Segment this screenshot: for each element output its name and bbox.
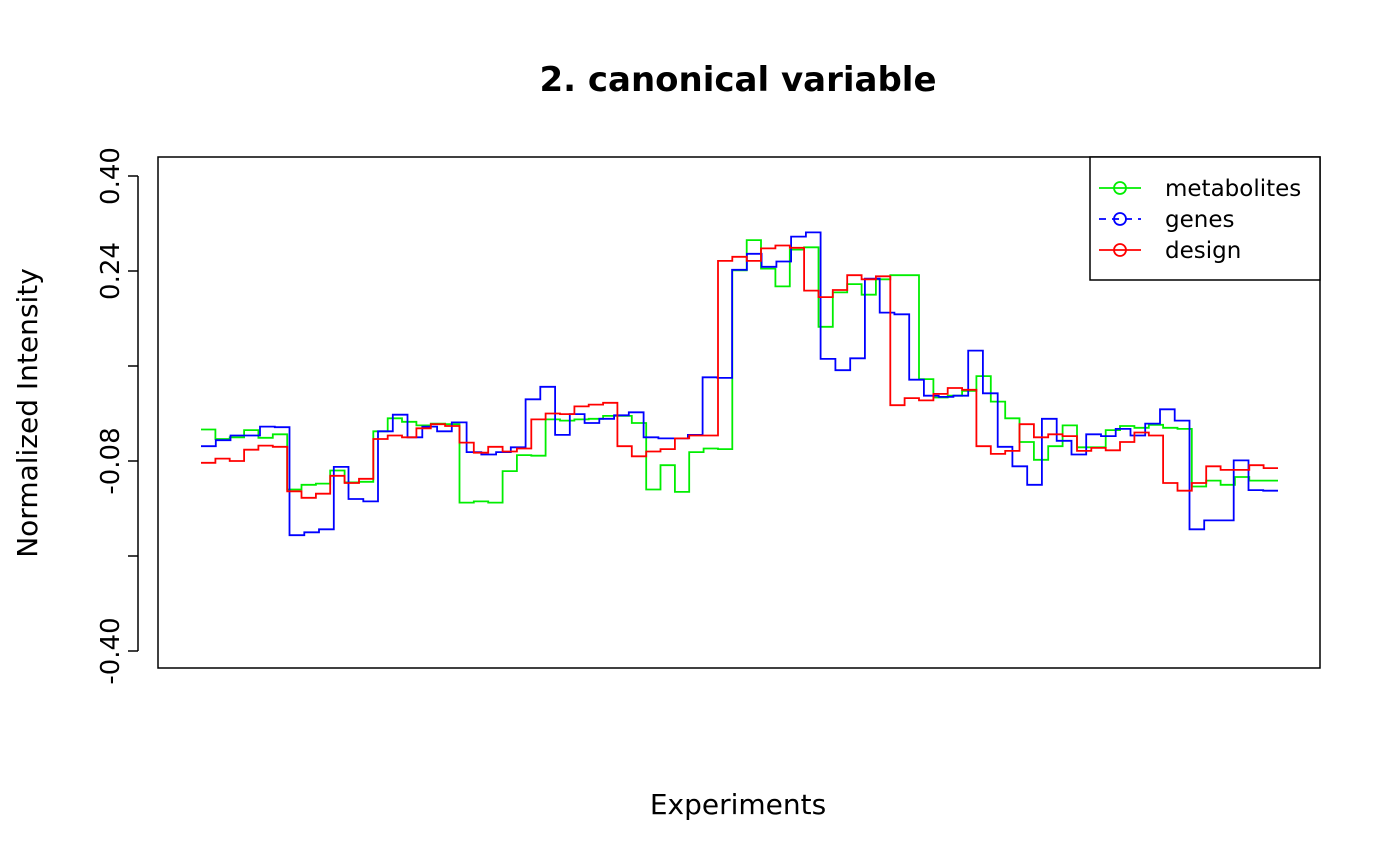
- legend-label-genes: genes: [1165, 207, 1234, 233]
- series-line-design: [201, 244, 1278, 499]
- y-tick-label: 0.24: [96, 242, 126, 300]
- series-line-genes: [201, 231, 1278, 537]
- series-layer: [201, 231, 1278, 537]
- legend-label-design: design: [1165, 238, 1241, 264]
- plot-frame: [157, 156, 1321, 669]
- y-axis-label: Normalized Intensity: [11, 268, 44, 558]
- y-axis: 0.40 0.24 -0.08 -0.40: [96, 147, 139, 685]
- y-tick-label: 0.40: [96, 147, 126, 205]
- legend-marker-metabolites: [1113, 181, 1127, 195]
- y-tick-label: -0.08: [96, 427, 126, 494]
- legend-marker-design: [1113, 243, 1127, 257]
- legend-label-metabolites: metabolites: [1165, 176, 1301, 202]
- x-axis-label: Experiments: [650, 788, 826, 821]
- legend-marker-genes: [1113, 212, 1127, 226]
- chart-title: 2. canonical variable: [539, 60, 936, 100]
- y-tick-label: -0.40: [96, 617, 126, 684]
- legend: metabolites genes design: [1089, 156, 1321, 281]
